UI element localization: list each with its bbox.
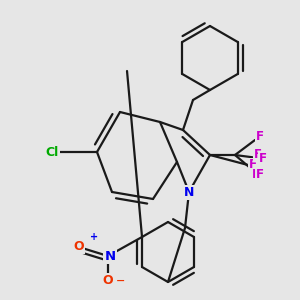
Text: F: F xyxy=(254,148,262,161)
Text: N: N xyxy=(184,185,194,199)
Text: N: N xyxy=(104,250,116,262)
Text: −: − xyxy=(116,276,125,286)
Text: F: F xyxy=(259,152,267,164)
Text: F: F xyxy=(256,130,264,143)
Text: +: + xyxy=(90,232,98,242)
Text: F: F xyxy=(249,158,257,172)
Text: O: O xyxy=(103,274,113,286)
Text: Cl: Cl xyxy=(45,146,58,158)
Text: F: F xyxy=(252,169,260,182)
Text: F: F xyxy=(256,167,264,181)
Text: O: O xyxy=(74,239,84,253)
